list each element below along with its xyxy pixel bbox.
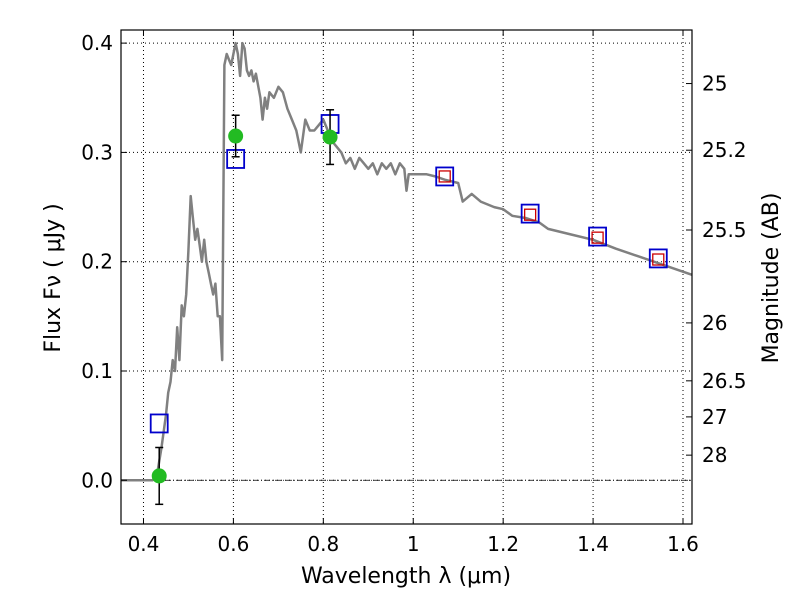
observed-point	[228, 128, 244, 144]
mag-tick-label: 25.2	[702, 138, 747, 162]
x-tick-label: 0.8	[307, 532, 339, 556]
model-square-marker	[648, 248, 668, 269]
x-axis-label: Wavelength λ (μm)	[301, 564, 511, 589]
axes-frame	[120, 29, 693, 525]
red-square-marker	[438, 170, 451, 183]
x-tick-label: 1.4	[577, 532, 609, 556]
observed-point	[151, 468, 167, 484]
mag-tick-label: 28	[702, 443, 727, 467]
y-tick-label: 0.1	[81, 359, 113, 383]
y-tick-label: 0.2	[81, 250, 113, 274]
mag-tick-label: 25.5	[702, 218, 747, 242]
model-square-marker	[520, 203, 540, 224]
x-tick-label: 1.2	[487, 532, 519, 556]
y-tick-label: 0.3	[81, 140, 113, 164]
red-square-marker	[652, 253, 665, 266]
plot-frame	[120, 29, 693, 525]
red-square-marker	[591, 231, 604, 244]
mag-tick-label: 27	[702, 405, 727, 429]
y-axis-label-right: Magnitude (AB)	[759, 193, 784, 364]
y-tick-label: 0.0	[81, 468, 113, 492]
mag-tick-label: 25	[702, 72, 727, 96]
y-axis-label-left: Flux Fν ( μJy )	[41, 203, 66, 352]
x-tick-label: 0.4	[128, 532, 160, 556]
x-tick-label: 0.6	[217, 532, 249, 556]
plot-area	[121, 41, 693, 506]
ticks: 0.4 0.6 0.8 1 1.2 1.4 1.6 0.0 0.1 0.2 0.3 0.4 25 25.2…	[81, 30, 747, 556]
observed-point	[322, 129, 338, 145]
model-square-marker	[435, 166, 455, 187]
model-square-marker	[588, 226, 607, 247]
mag-tick-label: 26.5	[702, 369, 747, 393]
y-tick-label: 0.4	[81, 31, 113, 55]
mag-tick-label: 26	[702, 311, 727, 335]
red-square-marker	[523, 208, 537, 221]
x-tick-label: 1.6	[667, 532, 699, 556]
x-tick-label: 1	[407, 532, 420, 556]
model-square-marker	[149, 413, 169, 434]
